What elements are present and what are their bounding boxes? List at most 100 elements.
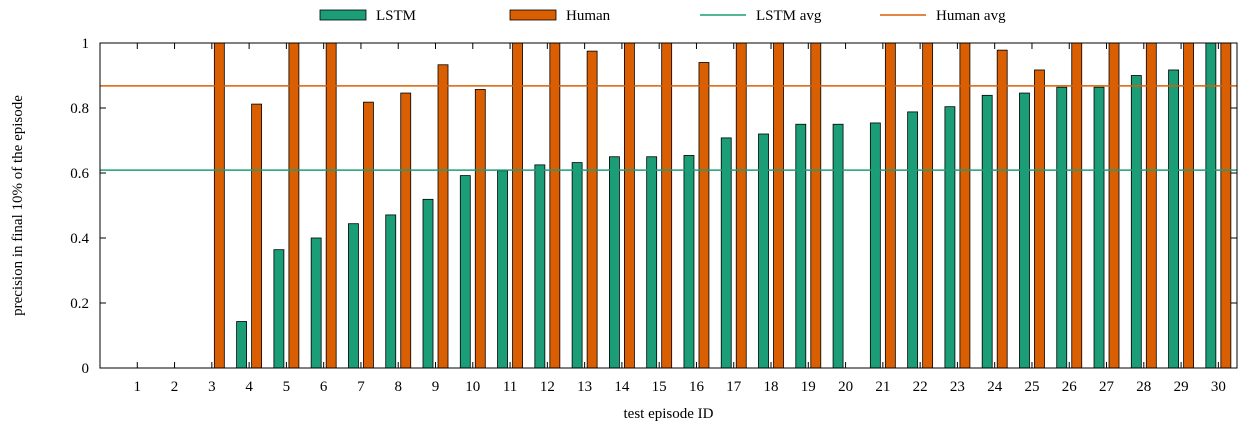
bar-lstm-29 — [1168, 69, 1179, 369]
bar-lstm-9 — [422, 198, 434, 369]
legend-label-lstm: LSTM — [376, 8, 416, 24]
x-tick-label: 30 — [1211, 379, 1226, 395]
x-axis-label: test episode ID — [624, 406, 714, 422]
bar-human-27 — [1108, 42, 1120, 369]
bar-lstm-12 — [534, 164, 546, 369]
x-tick-label: 10 — [465, 379, 480, 395]
x-tick-label: 7 — [357, 379, 365, 395]
bar-lstm-22 — [907, 111, 919, 369]
bar-lstm-27 — [1093, 86, 1105, 369]
bar-lstm-24 — [981, 94, 993, 369]
x-tick-label: 14 — [614, 379, 630, 395]
bar-lstm-10 — [459, 175, 471, 369]
bar-lstm-6 — [310, 237, 322, 369]
x-tick-label: 27 — [1099, 379, 1115, 395]
x-tick-label: 13 — [577, 379, 592, 395]
bar-lstm-18 — [758, 133, 769, 369]
y-tick-label: 0 — [82, 361, 90, 377]
bar-lstm-23 — [944, 106, 956, 369]
bar-human-18 — [773, 42, 784, 369]
bar-lstm-13 — [571, 162, 583, 369]
y-tick-label: 1 — [82, 36, 90, 52]
bar-lstm-5 — [273, 249, 285, 369]
bar-human-12 — [549, 42, 561, 369]
x-tick-label: 19 — [801, 379, 816, 395]
x-tick-label: 11 — [503, 379, 517, 395]
y-tick-label: 0.2 — [70, 296, 89, 312]
bar-lstm-7 — [348, 223, 359, 369]
x-tick-label: 5 — [283, 379, 291, 395]
bar-lstm-17 — [720, 137, 732, 369]
y-tick-label: 0.8 — [70, 101, 89, 117]
bar-human-19 — [810, 42, 822, 369]
bar-human-23 — [959, 42, 971, 369]
bar-human-9 — [437, 64, 449, 369]
bar-human-10 — [474, 89, 486, 369]
y-axis-label: precision in final 10% of the episode — [10, 95, 26, 316]
x-tick-label: 12 — [540, 379, 555, 395]
plot-frame — [99, 42, 1238, 369]
bar-lstm-21 — [869, 122, 881, 369]
bar-human-15 — [661, 42, 673, 369]
legend-swatch-human — [509, 9, 557, 21]
bar-human-22 — [922, 42, 934, 369]
x-tick-label: 2 — [171, 379, 179, 395]
x-tick-label: 23 — [950, 379, 965, 395]
legend-label-human: Human — [566, 8, 611, 24]
x-tick-label: 20 — [838, 379, 853, 395]
x-tick-label: 6 — [320, 379, 328, 395]
bar-human-5 — [288, 42, 300, 369]
bar-human-26 — [1071, 42, 1083, 369]
bar-human-7 — [363, 101, 374, 369]
bar-human-17 — [735, 42, 747, 369]
bar-human-3 — [213, 42, 225, 369]
bar-lstm-19 — [795, 123, 807, 369]
bar-human-4 — [251, 103, 263, 369]
x-tick-label: 3 — [208, 379, 216, 395]
bar-lstm-28 — [1130, 75, 1142, 369]
bar-human-24 — [996, 49, 1008, 369]
x-tick-label: 21 — [875, 379, 890, 395]
x-tick-label: 17 — [726, 379, 742, 395]
bar-human-6 — [325, 42, 337, 369]
x-tick-label: 25 — [1024, 379, 1039, 395]
legend: LSTM Human LSTM avg Human avg — [319, 8, 1006, 24]
bar-lstm-15 — [646, 156, 658, 369]
x-tick-label: 9 — [432, 379, 440, 395]
bar-lstm-4 — [236, 321, 248, 369]
bar-lstm-20 — [832, 123, 844, 369]
legend-label-lstm-avg: LSTM avg — [756, 8, 822, 24]
reference-lines — [100, 85, 1237, 171]
x-tick-label: 1 — [134, 379, 142, 395]
bar-lstm-8 — [385, 214, 397, 369]
bar-lstm-11 — [497, 170, 508, 369]
bar-human-16 — [698, 62, 710, 369]
bar-lstm-14 — [609, 156, 620, 369]
bar-human-13 — [586, 50, 598, 369]
y-tick-label: 0.4 — [70, 231, 89, 247]
bar-human-25 — [1034, 69, 1045, 369]
bar-lstm-30 — [1205, 42, 1217, 369]
x-tick-label: 16 — [689, 379, 705, 395]
axes: 00.20.40.60.811 2 3 4 5 6 7 8 9 10 11 12 13 14 15 16 17 1… — [70, 36, 1238, 395]
bars — [213, 42, 1232, 369]
bar-human-29 — [1183, 42, 1194, 369]
x-tick-label: 24 — [987, 379, 1003, 395]
legend-label-human-avg: Human avg — [936, 8, 1006, 24]
x-tick-label: 18 — [764, 379, 779, 395]
x-tick-label: 8 — [394, 379, 402, 395]
x-tick-label: 15 — [652, 379, 667, 395]
bar-human-28 — [1145, 42, 1157, 369]
bar-human-30 — [1220, 42, 1232, 369]
legend-swatch-lstm — [319, 9, 367, 21]
x-tick-label: 22 — [913, 379, 928, 395]
y-tick-label: 0.6 — [70, 166, 89, 182]
x-tick-label: 26 — [1062, 379, 1078, 395]
bar-human-11 — [512, 42, 523, 369]
bar-human-21 — [884, 42, 896, 369]
bar-lstm-16 — [683, 155, 695, 369]
x-tick-label: 28 — [1136, 379, 1151, 395]
x-tick-label: 4 — [245, 379, 253, 395]
bar-lstm-25 — [1019, 92, 1030, 369]
